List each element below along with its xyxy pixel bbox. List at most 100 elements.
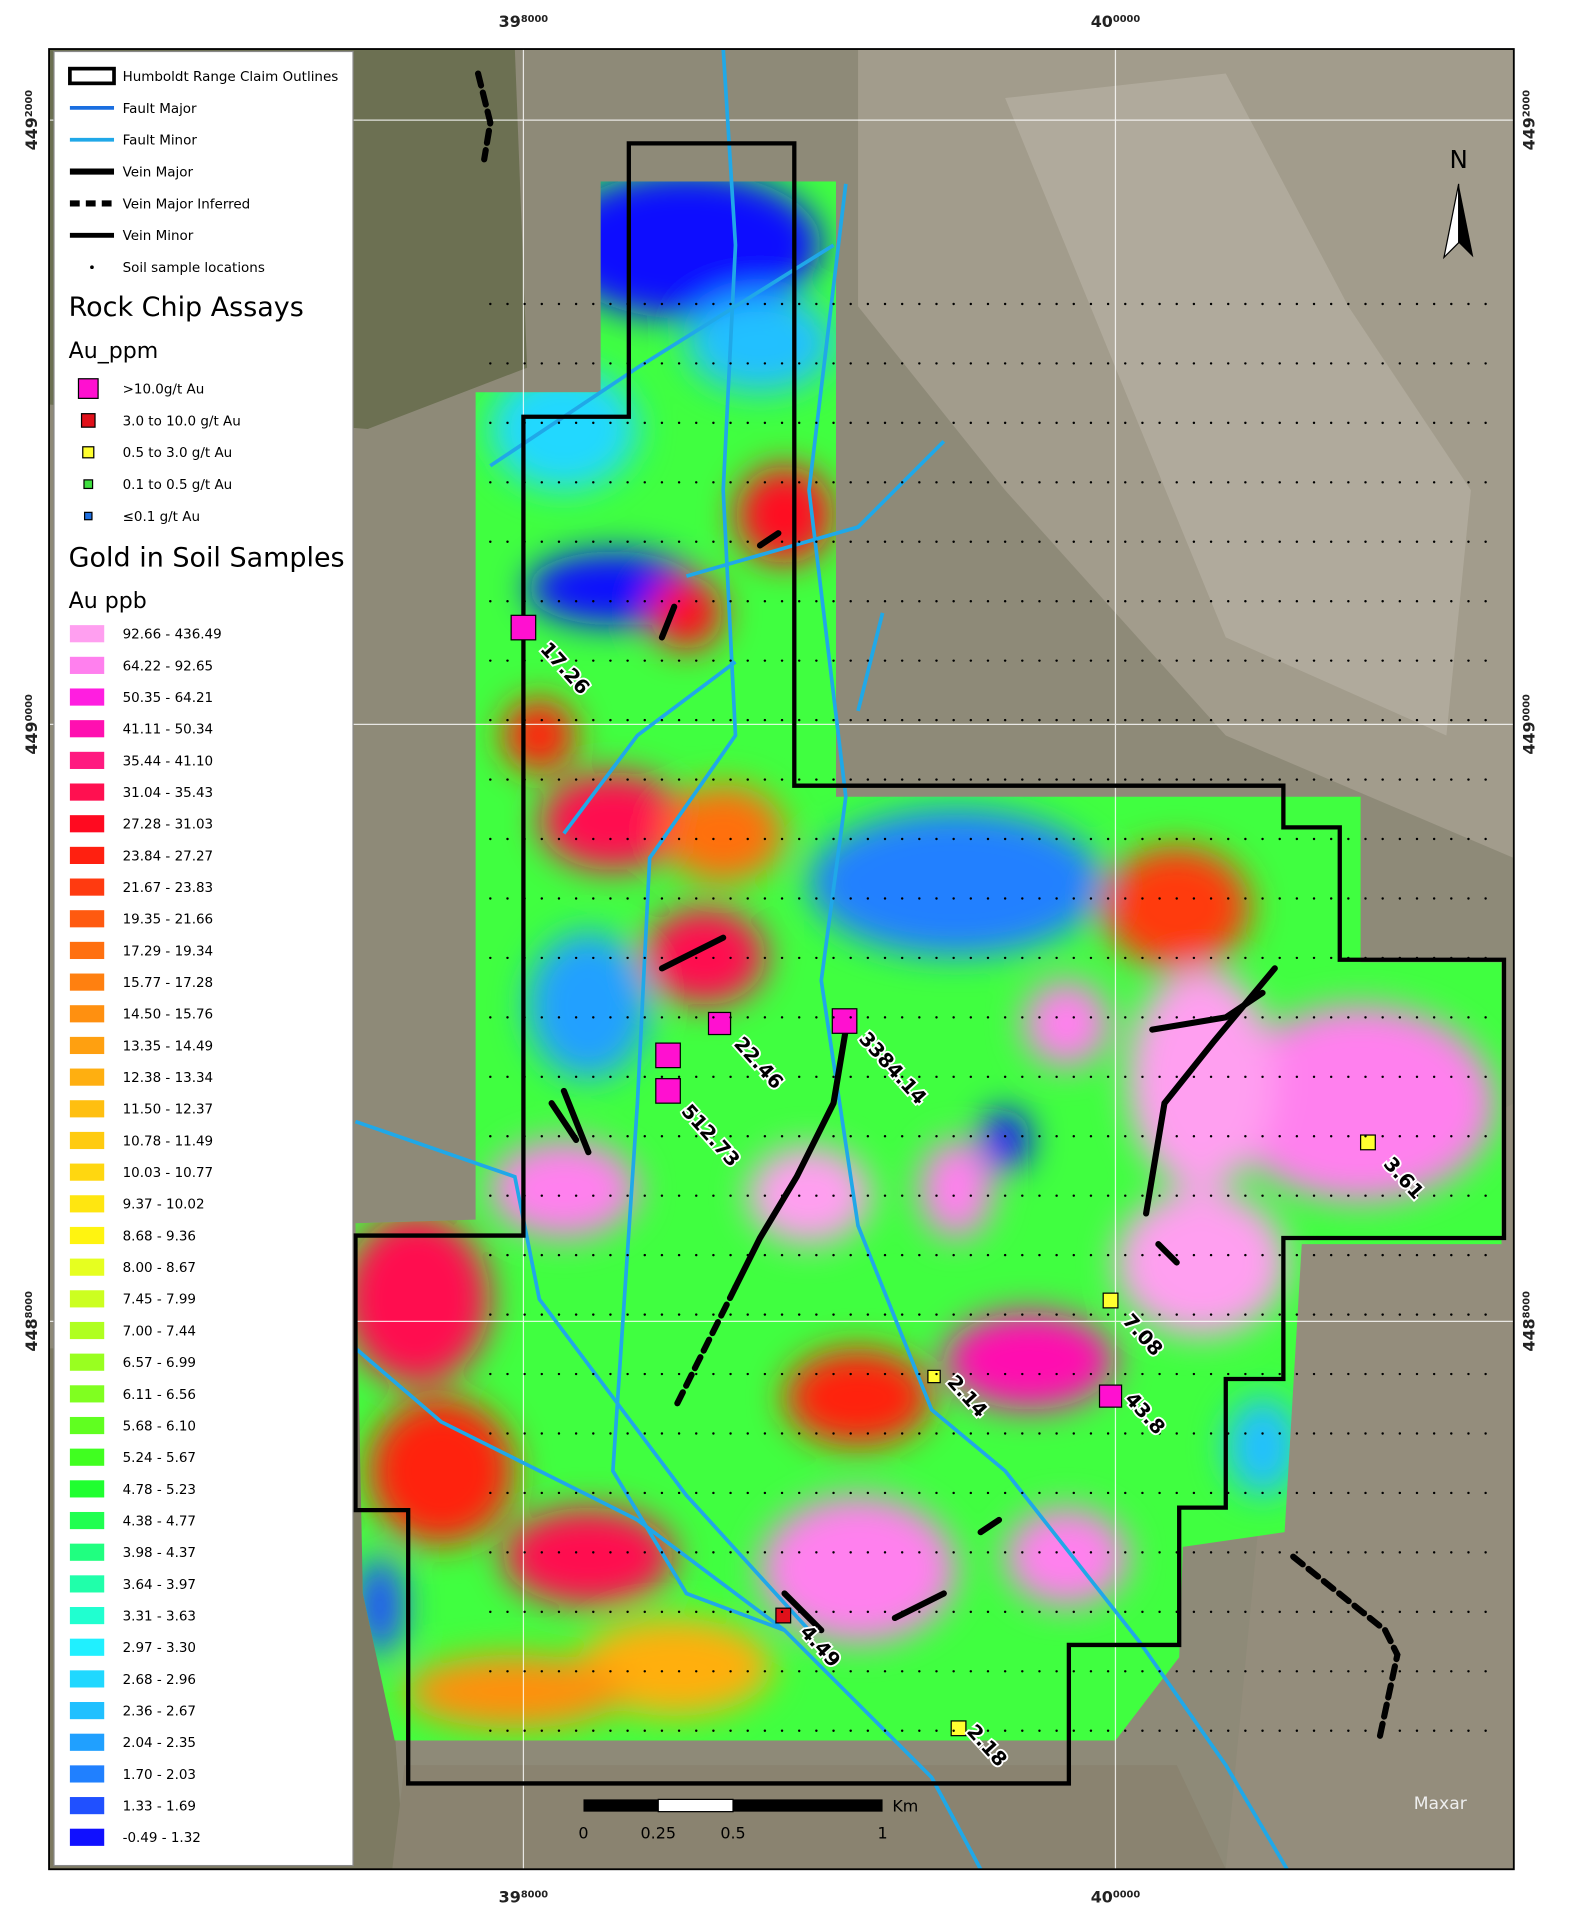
soil-sample bbox=[660, 1253, 664, 1257]
soil-sample bbox=[660, 1729, 664, 1732]
soil-sample bbox=[557, 1075, 561, 1079]
soil-sample bbox=[1329, 1491, 1333, 1495]
soil-sample bbox=[849, 1670, 852, 1673]
soil-sample bbox=[1021, 362, 1024, 365]
soil-sample bbox=[1158, 1016, 1161, 1019]
soil-sample bbox=[609, 1729, 612, 1732]
soil-sample bbox=[952, 718, 955, 722]
soil-sample bbox=[746, 778, 749, 781]
soil-sample bbox=[523, 421, 526, 425]
soil-sample bbox=[712, 718, 715, 722]
legend-label: Vein Major bbox=[123, 165, 194, 181]
soil-sample bbox=[1124, 778, 1127, 781]
soil-sample bbox=[832, 1016, 835, 1019]
legend-swatch bbox=[69, 1702, 105, 1720]
soil-sample bbox=[1003, 778, 1007, 781]
soil-sample bbox=[883, 1491, 887, 1495]
coordinate-label: 4490000 bbox=[1520, 694, 1539, 755]
soil-sample bbox=[1089, 1194, 1093, 1197]
soil-sample bbox=[866, 1075, 870, 1079]
soil-sample bbox=[986, 1551, 990, 1554]
soil-sample bbox=[986, 837, 990, 841]
soil-sample bbox=[489, 778, 492, 781]
soil-sample bbox=[540, 1551, 544, 1554]
soil-sample bbox=[489, 1253, 492, 1257]
soil-sample bbox=[1226, 1491, 1230, 1495]
soil-sample bbox=[797, 1729, 801, 1732]
legend-label: 41.11 - 50.34 bbox=[123, 722, 214, 738]
soil-sample bbox=[677, 540, 681, 544]
soil-sample bbox=[1312, 778, 1316, 781]
soil-sample bbox=[1432, 778, 1436, 781]
soil-sample bbox=[643, 1729, 646, 1732]
soil-sample bbox=[1175, 1075, 1178, 1079]
soil-sample bbox=[626, 1313, 629, 1316]
soil-sample bbox=[866, 600, 870, 603]
soil-sample bbox=[883, 1313, 887, 1316]
soil-sample bbox=[1450, 837, 1453, 841]
soil-sample bbox=[1450, 956, 1453, 960]
soil-sample bbox=[1364, 718, 1367, 722]
soil-sample bbox=[1021, 1670, 1024, 1673]
soil-sample bbox=[1038, 1670, 1041, 1673]
soil-sample bbox=[1312, 600, 1316, 603]
soil-sample bbox=[1226, 1551, 1230, 1554]
legend-swatch bbox=[83, 479, 94, 490]
soil-sample bbox=[1192, 718, 1196, 722]
soil-sample bbox=[643, 1075, 646, 1079]
soil-sample bbox=[712, 1253, 715, 1257]
legend-subheading: Au ppb bbox=[69, 589, 147, 614]
soil-sample bbox=[1347, 1313, 1350, 1316]
soil-sample bbox=[1055, 481, 1058, 484]
soil-sample bbox=[609, 1135, 612, 1138]
soil-sample bbox=[1141, 421, 1144, 425]
soil-sample bbox=[918, 600, 921, 603]
coordinate-major: 448 bbox=[1520, 1318, 1539, 1351]
soil-sample bbox=[574, 659, 578, 662]
soil-sample bbox=[952, 1491, 955, 1495]
soil-sample bbox=[952, 302, 955, 306]
soil-sample bbox=[1364, 1016, 1367, 1019]
soil-sample bbox=[815, 1194, 818, 1197]
soil-sample bbox=[1192, 1313, 1196, 1316]
soil-sample bbox=[695, 897, 698, 900]
soil-sample bbox=[677, 1551, 681, 1554]
soil-sample bbox=[1175, 481, 1178, 484]
soil-sample bbox=[643, 659, 646, 662]
soil-sample bbox=[1106, 540, 1110, 544]
soil-sample bbox=[677, 481, 681, 484]
soil-sample bbox=[1484, 718, 1487, 722]
soil-sample bbox=[1124, 718, 1127, 722]
soil-sample bbox=[1415, 659, 1419, 662]
soil-sample bbox=[935, 956, 938, 960]
soil-sample bbox=[1364, 837, 1367, 841]
soil-sample bbox=[729, 1670, 732, 1673]
soil-sample bbox=[780, 956, 784, 960]
soil-sample bbox=[1329, 302, 1333, 306]
soil-sample bbox=[695, 1253, 698, 1257]
soil-sample bbox=[695, 362, 698, 365]
soil-sample bbox=[918, 718, 921, 722]
soil-sample bbox=[1089, 1729, 1093, 1732]
soil-sample bbox=[1209, 1016, 1213, 1019]
soil-sample bbox=[1244, 481, 1247, 484]
soil-sample bbox=[1055, 1432, 1058, 1435]
soil-sample bbox=[643, 718, 646, 722]
soil-sample bbox=[626, 1253, 629, 1257]
soil-sample bbox=[1226, 837, 1230, 841]
soil-sample bbox=[592, 1313, 595, 1316]
soil-sample bbox=[1347, 1551, 1350, 1554]
soil-sample bbox=[746, 1491, 749, 1495]
soil-sample bbox=[935, 1491, 938, 1495]
soil-sample bbox=[1106, 718, 1110, 722]
soil-sample bbox=[506, 1551, 509, 1554]
soil-sample bbox=[1381, 1551, 1384, 1554]
soil-sample bbox=[866, 1016, 870, 1019]
soil-sample bbox=[1175, 302, 1178, 306]
soil-sample bbox=[1158, 362, 1161, 365]
soil-sample bbox=[557, 956, 561, 960]
soil-sample bbox=[1398, 540, 1402, 544]
soil-sample bbox=[677, 659, 681, 662]
soil-sample bbox=[574, 778, 578, 781]
soil-sample bbox=[832, 1729, 835, 1732]
